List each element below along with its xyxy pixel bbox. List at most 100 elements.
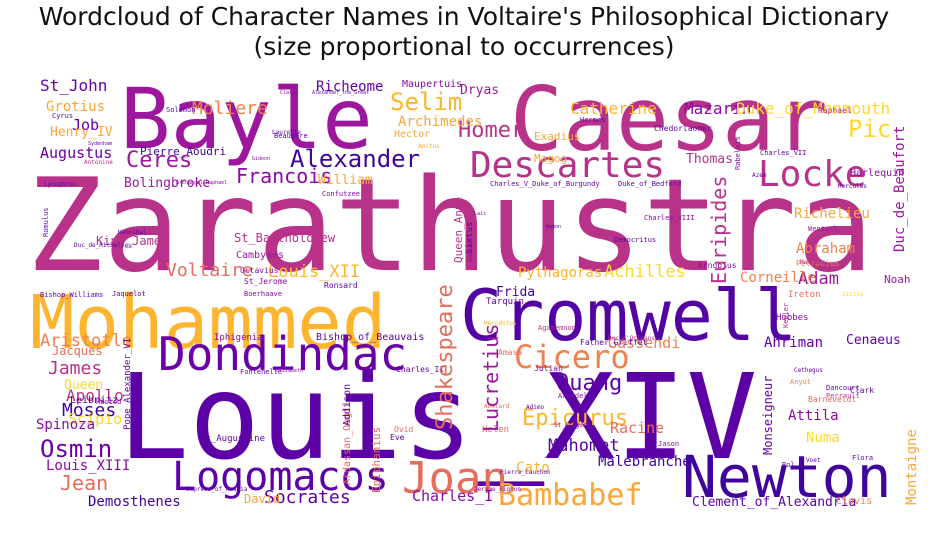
word-mohammed: Mohammed	[30, 280, 386, 366]
word-herodotus: Herodotus	[484, 320, 517, 327]
word-addison: Addison	[342, 384, 353, 426]
word-father-griffet: Father_Griffet	[580, 338, 648, 347]
word-elizabeth: Elizabeth	[276, 368, 303, 374]
word-laurette: Laurette	[272, 129, 301, 136]
word-augustus: Augustus	[40, 144, 112, 162]
word-archangel-raphael: Archangel_Raphael	[176, 180, 227, 186]
word-job: Job	[72, 116, 99, 134]
word-jerome-bignon: Jerome_Bignon	[474, 486, 521, 493]
word-ardassan-ougli: Ardassan_Ougli	[342, 401, 353, 485]
word-dryas: Dryas	[460, 83, 499, 98]
word-bayle: Bayle	[120, 70, 373, 168]
word-charles-i: Charles_I	[412, 487, 493, 505]
word-iphigenia: Iphigenia	[214, 333, 263, 343]
word-charles-viii: Charles_VIII	[644, 214, 695, 222]
word-clovis: Clovis	[836, 496, 872, 507]
word-st-jerome: St_Jerome	[244, 277, 288, 286]
word-montaigne: Montaigne	[904, 429, 920, 505]
word-selim: Selim	[390, 88, 462, 116]
word-ahriman: Ahriman	[764, 335, 823, 351]
word-homer: Homer	[458, 118, 524, 143]
word-lycophron: Lycophron	[44, 181, 77, 188]
word-st-bartholomew: St_Bartholomew	[234, 231, 336, 245]
word-pic: Pic	[848, 115, 891, 143]
word-arnobius: Arnobius	[698, 261, 737, 270]
word-anitus: Anitus	[418, 143, 440, 150]
word-cato: Cato	[516, 460, 550, 476]
word-mazarin: Mazarin	[684, 99, 751, 118]
word-euripides: Euripides	[707, 176, 731, 284]
word-mahomet: Mahomet	[548, 436, 620, 456]
word-apollo: Apollo	[66, 386, 124, 405]
word-leibnitz: Leibnitz	[70, 395, 118, 406]
word-bambabef: Bambabef	[498, 478, 643, 513]
word-hermes: Hermes	[580, 116, 605, 124]
word-st-john: St_John	[40, 76, 107, 95]
word-jason: Jason	[658, 440, 679, 448]
word-monseigneur: Monseigneur	[761, 376, 775, 455]
word-aristotle: Aristotle	[40, 331, 132, 351]
word-joan: Joan	[402, 453, 508, 504]
word-charles-ii: Charles_II	[396, 365, 444, 374]
word-david: David	[244, 492, 280, 506]
word-sydenham: Sydenham	[88, 141, 112, 147]
word-ovid: Ovid	[394, 425, 413, 434]
word-sicily: Sicily	[842, 291, 864, 298]
word-spinoza: Spinoza	[36, 417, 95, 433]
word-harlequin: Harlequin	[850, 168, 904, 179]
word-agamemnon: Agamemnon	[538, 324, 576, 332]
word-octavius: Octavius	[240, 266, 279, 275]
word-bolingbroke: Bolingbroke	[124, 176, 210, 191]
word-archimedes: Archimedes	[398, 114, 482, 130]
word-gideon: Gideon	[252, 156, 270, 162]
word-ireton: Ireton	[788, 290, 821, 300]
word-maximus: Maximus	[800, 259, 826, 266]
chart-title: Wordcloud of Character Names in Voltaire…	[38, 2, 890, 31]
word-duke-of-bedford: Duke_of_Bedford	[618, 180, 681, 188]
word-bishop-of-beauvais: Bishop_of_Beauvais	[316, 332, 424, 343]
word-jean: Jean	[60, 471, 108, 495]
word-cethegus: Cethegus	[794, 367, 823, 374]
word-shakespeare: Shakespeare	[433, 284, 458, 430]
word-petronius: Petronius	[796, 259, 840, 268]
word-epicurus: Epicurus	[522, 406, 628, 431]
word-numa: Numa	[806, 430, 840, 446]
word-cambyses: Cambyses	[236, 250, 284, 261]
word-cicero: Cicero	[514, 338, 630, 376]
word-hannibal: Hannibal	[118, 229, 147, 236]
word-alexander-the-great: Alexander_the_Great	[312, 90, 369, 96]
word-attila: Attila	[788, 408, 839, 424]
word-maupertuis: Maupertuis	[402, 79, 462, 90]
word-kepler: Kepler	[782, 303, 790, 328]
word-democritus: Democritus	[614, 236, 656, 244]
word-louis-xiv: Louis_XIV	[118, 348, 757, 486]
word-cenaeus: Cenaeus	[846, 333, 901, 348]
word-romulus: Romulus	[42, 207, 50, 237]
word-richelieu: Richelieu	[794, 206, 870, 222]
word-newton: Newton	[682, 443, 892, 511]
word-henry-iv: Henry_IV	[50, 125, 113, 140]
word-dondindac: Dondindac	[158, 327, 407, 381]
word-antonine: Antonine	[84, 159, 113, 166]
word-caesar: Caesar	[510, 68, 828, 171]
word-charles-vii: Charles_VII	[760, 149, 806, 157]
word-hector: Hector	[394, 129, 430, 140]
word-adimo: Adimo	[526, 404, 544, 411]
word-cromwell: Cromwell	[460, 275, 797, 357]
word-duc-de-richelieu: Duc_de_Richelieu	[74, 242, 132, 249]
word-descartes: Descartes	[470, 145, 665, 186]
word-abraham: Abraham	[796, 241, 855, 257]
word-st-gregory: St_Gregory	[554, 422, 591, 429]
word-frida: Frida	[496, 285, 535, 300]
word-barneveldt: Barneveldt	[808, 395, 856, 404]
word-rol: Rol	[782, 461, 795, 469]
word-lais: Lais	[474, 211, 486, 217]
word-alexander: Alexander	[290, 145, 420, 173]
word-thomas: Thomas	[686, 152, 733, 167]
word-cyrus: Cyrus	[52, 112, 73, 120]
word-ceres: Ceres	[126, 148, 192, 173]
word-flora: Flora	[852, 454, 873, 462]
word-duc-de-beaufort: Duc_de_Beaufort	[892, 126, 908, 252]
word-ammon: Ammon	[546, 224, 561, 230]
word-exadius: Exadius	[534, 130, 580, 143]
